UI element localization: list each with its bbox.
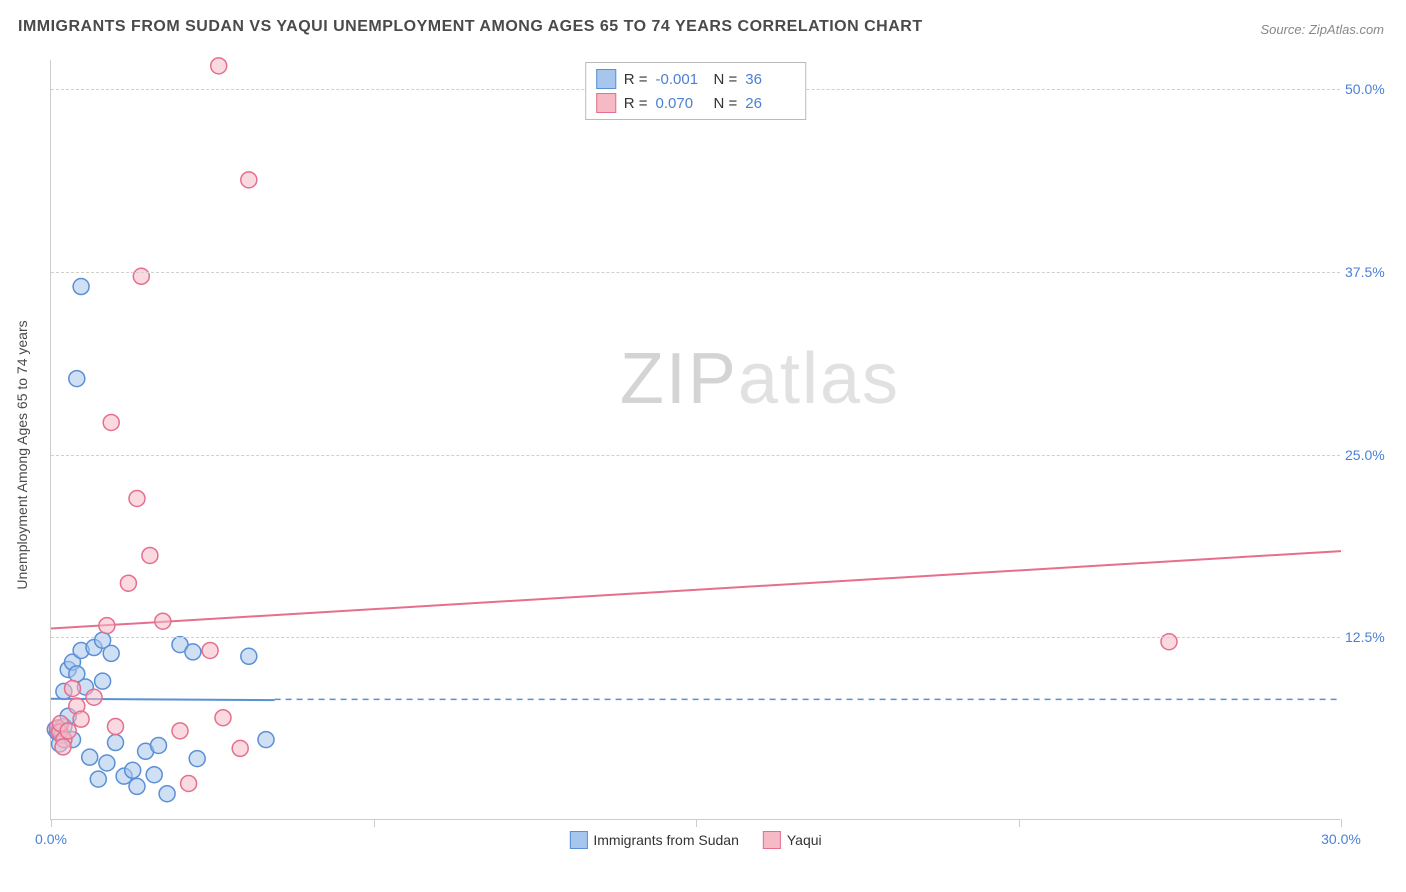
gridline — [51, 637, 1340, 638]
legend-r-label: R = — [624, 95, 648, 112]
x-tick — [1019, 819, 1020, 827]
y-tick-label: 12.5% — [1345, 629, 1395, 645]
legend-item: Immigrants from Sudan — [569, 831, 739, 849]
legend-item: Yaqui — [763, 831, 822, 849]
legend-swatch — [763, 831, 781, 849]
legend-swatch — [596, 93, 616, 113]
legend-n-label: N = — [714, 71, 738, 88]
y-tick-label: 37.5% — [1345, 264, 1395, 280]
legend-r-value: 0.070 — [656, 95, 706, 112]
correlation-legend: R = -0.001 N = 36 R = 0.070 N = 26 — [585, 62, 807, 120]
y-tick-label: 25.0% — [1345, 447, 1395, 463]
legend-n-value: 26 — [745, 95, 795, 112]
legend-swatch — [569, 831, 587, 849]
legend-n-value: 36 — [745, 71, 795, 88]
legend-r-label: R = — [624, 71, 648, 88]
x-tick — [1341, 819, 1342, 827]
x-tick — [696, 819, 697, 827]
legend-r-value: -0.001 — [656, 71, 706, 88]
legend-label: Yaqui — [787, 832, 822, 848]
gridline — [51, 455, 1340, 456]
legend-n-label: N = — [714, 95, 738, 112]
legend-swatch — [596, 69, 616, 89]
legend-row: R = -0.001 N = 36 — [596, 67, 796, 91]
chart-canvas — [51, 60, 1340, 819]
x-tick-label: 0.0% — [35, 831, 67, 847]
chart-title: IMMIGRANTS FROM SUDAN VS YAQUI UNEMPLOYM… — [18, 18, 923, 36]
legend-label: Immigrants from Sudan — [593, 832, 739, 848]
plot-area: ZIPatlas R =-0.001N =36R =0.070N =26 Imm… — [50, 60, 1340, 820]
y-tick-label: 50.0% — [1345, 81, 1395, 97]
series-legend: Immigrants from Sudan Yaqui — [569, 831, 821, 849]
legend-row: R = 0.070 N = 26 — [596, 91, 796, 115]
x-tick — [51, 819, 52, 827]
gridline — [51, 272, 1340, 273]
plot-wrapper: Unemployment Among Ages 65 to 74 years Z… — [50, 60, 1380, 850]
y-axis-label: Unemployment Among Ages 65 to 74 years — [14, 320, 30, 589]
x-tick — [374, 819, 375, 827]
x-tick-label: 30.0% — [1321, 831, 1361, 847]
source-label: Source: ZipAtlas.com — [1260, 22, 1384, 37]
